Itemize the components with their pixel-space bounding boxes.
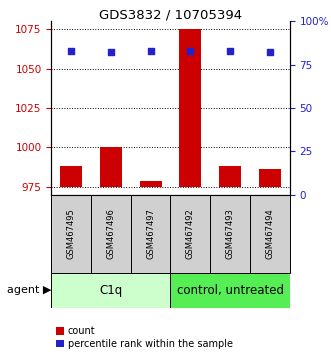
- Text: GSM467496: GSM467496: [106, 208, 116, 259]
- FancyBboxPatch shape: [170, 273, 290, 308]
- Legend: count, percentile rank within the sample: count, percentile rank within the sample: [56, 326, 233, 349]
- Text: C1q: C1q: [99, 284, 122, 297]
- Point: [108, 50, 114, 55]
- FancyBboxPatch shape: [91, 195, 131, 273]
- Title: GDS3832 / 10705394: GDS3832 / 10705394: [99, 8, 242, 21]
- FancyBboxPatch shape: [131, 195, 170, 273]
- Point: [148, 48, 153, 53]
- Text: GSM467497: GSM467497: [146, 208, 155, 259]
- Bar: [259, 170, 281, 187]
- Text: GSM467493: GSM467493: [225, 208, 235, 259]
- Point: [188, 48, 193, 53]
- Bar: [60, 166, 82, 187]
- Bar: [100, 147, 122, 187]
- FancyBboxPatch shape: [250, 195, 290, 273]
- Text: agent ▶: agent ▶: [7, 285, 51, 295]
- Point: [69, 48, 74, 53]
- Text: GSM467492: GSM467492: [186, 208, 195, 259]
- FancyBboxPatch shape: [51, 195, 91, 273]
- Bar: [179, 29, 201, 187]
- Bar: [219, 166, 241, 187]
- Point: [267, 50, 272, 55]
- Bar: [140, 181, 162, 187]
- Text: control, untreated: control, untreated: [176, 284, 284, 297]
- Text: GSM467495: GSM467495: [67, 208, 76, 259]
- FancyBboxPatch shape: [210, 195, 250, 273]
- Point: [227, 48, 233, 53]
- Text: GSM467494: GSM467494: [265, 208, 274, 259]
- FancyBboxPatch shape: [51, 273, 170, 308]
- FancyBboxPatch shape: [170, 195, 210, 273]
